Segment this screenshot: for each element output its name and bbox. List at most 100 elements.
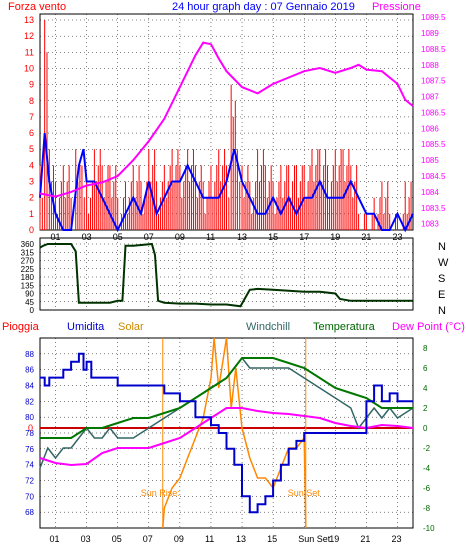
panel3-x-tick: 05 [112,534,122,544]
panel2-left-tick: 270 [21,257,35,266]
panel3-left-tick: 78 [25,429,34,438]
panel1-x-tick: 01 [51,232,61,242]
compass-direction-label: N [438,241,446,253]
panel3-x-tick: 19 [329,534,339,544]
panel1-right-tick: 1089.5 [421,13,446,22]
panel1-left-tick: 1 [29,209,34,219]
panel1-left-tick: 7 [29,112,34,122]
panel3-x-tick: 13 [236,534,246,544]
panel3-left-tick: 68 [25,508,34,517]
panel2-left-tick: 135 [21,281,35,290]
panel1-left-tick: 2 [29,193,34,203]
panel2-grid [40,238,413,311]
sunset-annotation: Sun Set [288,488,321,498]
wind-average-line [39,133,414,233]
panel3-left-tick: 84 [25,382,34,391]
panel1-right-tick: 1083.5 [421,204,446,213]
panel1-right-tick: 1088 [421,61,439,70]
label-solar: Solar [118,321,144,333]
panel3-right-tick: 4 [423,384,428,393]
panel1-x-tick: 19 [330,232,340,242]
panel3-right-tick: 6 [423,364,428,373]
compass-direction-label: N [438,305,446,317]
panel1-right-tick: 1086 [421,124,439,133]
panel3-x-tick: 23 [391,534,401,544]
panel1-left-tick: 6 [29,128,34,138]
panel3-right-tick: -2 [423,444,431,453]
panel1-left-tick: 13 [24,15,34,25]
panel3-axes: 01 03 05 07 09 11 13 15 Sun Set 19 21 2368707274767… [25,344,435,544]
panel3-left-tick: 72 [25,477,34,486]
panel2-left-tick: 225 [21,265,35,274]
temperature-line [40,357,413,439]
compass-direction-label: S [438,273,445,285]
panel3-x-tick: 11 [205,534,214,544]
label-windchill: Windchill [246,321,290,333]
panel3-right-tick: 8 [423,344,428,353]
panel3-left-tick: 80 [25,413,34,422]
panel1-right-tick: 1089 [421,29,439,38]
compass-direction-label: W [438,257,449,269]
label-temperatura: Temperatura [313,321,376,333]
rain-axis-zero-label: 0 [28,423,33,433]
panel3-right-tick: 2 [423,404,428,413]
panel1-x-tick: 07 [144,232,154,242]
label-dew-point: Dew Point (°C) [392,321,465,333]
compass-direction-label: E [438,289,445,301]
panel2-left-tick: 180 [21,273,35,282]
panel2-left-tick: 0 [30,306,35,315]
panel3-right-tick: -10 [423,524,435,533]
panel3-x-tick: 21 [360,534,370,544]
panel1-left-tick: 12 [24,31,34,41]
panel1-right-tick: 1087.5 [421,77,446,86]
panel1-right-tick: 1084 [421,188,439,197]
panel1-x-tick: 15 [268,232,278,242]
wind-direction-line [39,242,413,308]
panel1-right-tick: 1083 [421,220,439,229]
panel2-frame [39,237,414,311]
panel1-left-tick: 8 [29,96,34,106]
panel3-right-tick: -8 [423,504,431,513]
panel2-left-tick: 315 [21,248,35,257]
panel3-right-tick: -6 [423,484,431,493]
dewpoint-line [39,407,414,467]
panel3-x-tick: 15 [267,534,277,544]
panel3-x-tick: 01 [50,534,60,544]
panel1-x-tick: 09 [175,232,185,242]
panel1-left-tick: 4 [29,160,34,170]
panel2-left-tick: 360 [21,240,35,249]
label-umidita: Umidita [67,321,105,333]
panel3-left-tick: 86 [25,366,34,375]
wind-force-label: Forza vento [8,1,66,13]
panel1-x-tick: 17 [299,232,309,242]
page-title: 24 hour graph day : 07 Gennaio 2019 [172,1,355,13]
panel3-x-tick: 09 [174,534,184,544]
panel3-left-tick: 82 [25,397,34,406]
windchill-line [39,356,414,469]
pressure-label: Pressione [372,1,421,13]
panel1-x-tick: 21 [361,232,371,242]
panel2-left-tick: 90 [25,290,34,299]
panel1-axes: 01 03 05 07 09 11 13 15 17 19 21 230123456789101112… [24,13,446,242]
panel1-series [39,20,414,233]
panel1-left-tick: 11 [25,47,34,57]
panel3-right-tick: 0 [423,424,428,433]
panel3-x-tick: Sun Set [298,534,331,544]
panel1-right-tick: 1085.5 [421,140,446,149]
pressure-line [39,41,414,198]
label-pioggia: Pioggia [2,321,40,333]
panel3-left-tick: 88 [25,350,34,359]
panel3-x-tick: 03 [81,534,91,544]
panel1-right-tick: 1085 [421,156,439,165]
panel1-right-tick: 1084.5 [421,172,446,181]
panel3-x-tick: 07 [143,534,153,544]
panel1-left-tick: 5 [29,144,34,154]
panel1-left-tick: 10 [24,63,34,73]
panel1-x-tick: 03 [82,232,92,242]
panel3-left-tick: 76 [25,445,34,454]
humidity-line [40,352,413,514]
panel3-right-tick: -4 [423,464,431,473]
panel1-x-tick: 23 [392,232,402,242]
